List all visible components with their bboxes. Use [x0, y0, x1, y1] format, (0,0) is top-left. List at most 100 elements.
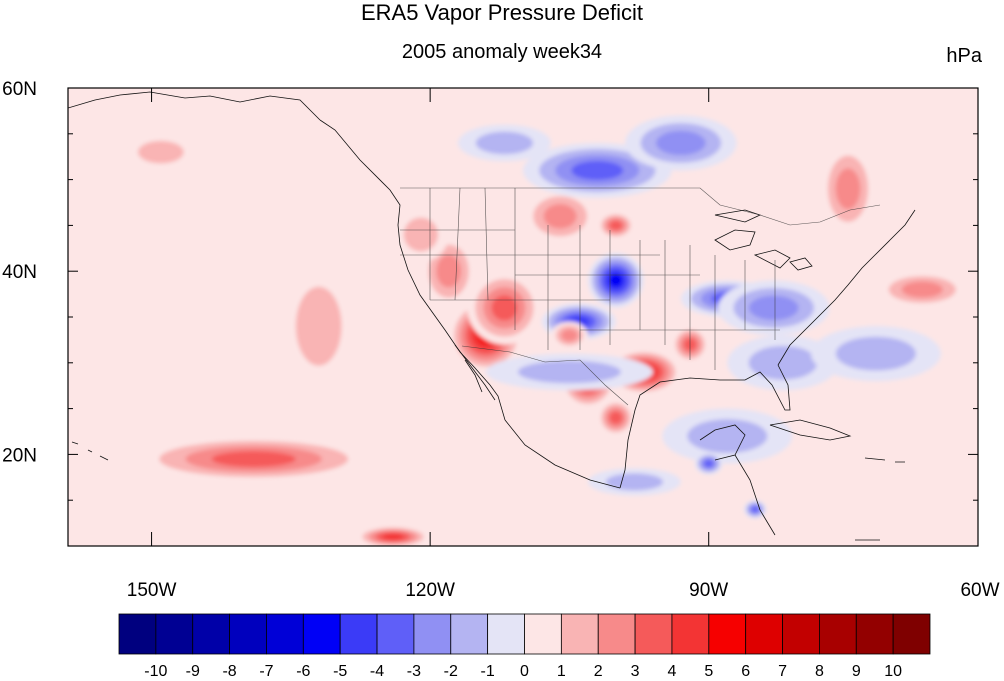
lon-label: 150W: [127, 580, 177, 601]
anomaly-region: [662, 408, 793, 464]
colorbar-swatch: [708, 613, 747, 655]
anomaly-contour: [835, 336, 916, 371]
anomaly-contour: [609, 411, 623, 425]
colorbar-swatch: [118, 613, 157, 655]
colorbar-swatch: [266, 613, 304, 655]
colorbar-label: 10: [884, 663, 902, 680]
anomaly-contour: [901, 281, 943, 298]
colorbar-label: -3: [407, 663, 421, 680]
anomaly-contour: [436, 254, 462, 288]
colorbar-swatch: [671, 613, 710, 655]
colorbar-swatch: [229, 613, 267, 655]
colorbar-label: 6: [741, 663, 750, 680]
colorbar-label: -9: [186, 663, 200, 680]
anomaly-region: [820, 142, 876, 235]
colorbar-swatch: [413, 613, 452, 655]
anomaly-region: [625, 115, 737, 171]
anomaly-contour: [211, 451, 296, 467]
axis-layer: 60N 40N 20N 150W 120W 90W 60W: [2, 79, 999, 601]
colorbar-swatch: [155, 613, 194, 655]
anomaly-contour: [703, 459, 714, 468]
colorbar-swatch: [339, 613, 378, 655]
anomaly-contour: [403, 217, 438, 252]
anomaly-region: [588, 468, 681, 496]
anomaly-region: [485, 353, 653, 391]
colorbar-label: 5: [704, 663, 713, 680]
anomaly-region: [727, 335, 839, 391]
anomaly-contour: [518, 360, 621, 384]
anomaly-region: [550, 321, 589, 350]
colorbar-swatch: [597, 613, 636, 655]
lon-label: 60W: [960, 580, 999, 601]
anomaly-region: [694, 452, 723, 475]
anomaly-contour: [295, 286, 342, 366]
colorbar-label: -2: [444, 663, 458, 680]
us-mexico-border: [461, 345, 629, 406]
great-lakes: [714, 209, 813, 271]
colorbar-swatch: [745, 613, 783, 655]
cuba-outline: [769, 419, 852, 441]
colorbar-label: 2: [594, 663, 603, 680]
colorbar-label: -10: [144, 663, 167, 680]
map-title: ERA5 Vapor Pressure Deficit: [360, 0, 644, 25]
coastline-layer: [68, 91, 916, 541]
anomaly-region: [458, 124, 551, 162]
lon-label: 120W: [405, 580, 455, 601]
colorbar-label: 9: [852, 663, 861, 680]
anomaly-contour: [751, 506, 760, 513]
colorbar-swatch: [524, 613, 562, 655]
anomaly-contour: [382, 533, 404, 540]
colorbar-swatch: [487, 613, 525, 655]
anomaly-contour: [543, 204, 577, 229]
anomaly-contour: [687, 419, 768, 453]
anomaly-region: [133, 436, 375, 482]
colorbar-label: 4: [668, 663, 677, 680]
units-label: hPa: [946, 45, 982, 67]
caribbean-islands: [855, 457, 905, 541]
colorbar-swatch: [450, 613, 489, 655]
anomaly-contour: [475, 131, 533, 155]
colorbar-swatch: [192, 613, 230, 655]
colorbar-swatch: [560, 613, 599, 655]
baja-peninsula: [454, 344, 496, 401]
gulf-coast: [619, 364, 791, 489]
anomaly-region: [393, 207, 449, 263]
colorbar-swatch: [376, 613, 415, 655]
colorbar-label: -8: [222, 663, 236, 680]
alaska-coast: [68, 91, 321, 121]
lat-label: 20N: [2, 445, 37, 466]
state-borders: [400, 187, 881, 406]
anomaly-region: [744, 500, 767, 519]
anomaly-contour: [609, 220, 623, 231]
colorbar-label: -6: [296, 663, 310, 680]
colorbar-label: -1: [481, 663, 495, 680]
anomaly-region: [597, 399, 635, 437]
anomaly-contour: [656, 130, 706, 156]
us-canada-border: [400, 187, 881, 226]
pacific-coastline: [319, 119, 506, 421]
atlantic-coast: [777, 209, 916, 366]
anomaly-region: [355, 525, 431, 546]
plot-area: [67, 87, 979, 547]
lon-label: 90W: [689, 580, 728, 601]
central-america-coast: [734, 454, 776, 536]
colorbar-swatch: [634, 613, 673, 655]
anomaly-region: [467, 271, 542, 345]
anomaly-contour: [748, 295, 799, 321]
anomaly-region: [875, 271, 969, 308]
colorbar-label: 7: [778, 663, 787, 680]
colorbar-label: 0: [520, 663, 529, 680]
anomaly-region: [718, 280, 830, 336]
colorbar-label: -5: [333, 663, 347, 680]
anomaly-contour: [835, 168, 861, 210]
anomaly-contour: [138, 140, 184, 164]
anomaly-region: [588, 252, 644, 308]
anomaly-contour: [571, 160, 624, 180]
colorbar: -10 -9 -8 -7 -6 -5 -4 -3 -2 -1 0 1 2 3 4 5 6 7 8 9 10: [118, 613, 931, 680]
anomaly-contour: [561, 329, 578, 342]
anomaly-contour: [491, 295, 518, 321]
colorbar-swatch: [892, 613, 931, 655]
hawaii-islands: [71, 441, 109, 461]
state-lines: [400, 187, 780, 370]
